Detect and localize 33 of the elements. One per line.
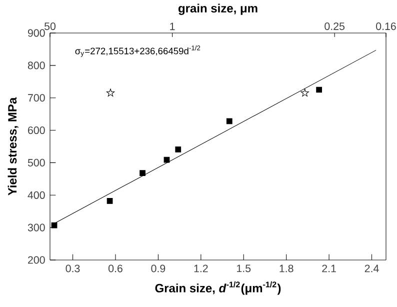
x-tick-label: 1.2 bbox=[194, 264, 208, 272]
y-tick-label: 400 bbox=[28, 191, 45, 199]
y-tick-label: 600 bbox=[28, 126, 45, 134]
point bbox=[106, 198, 113, 204]
y-axis-title: Yield stress, MPa bbox=[8, 97, 18, 196]
point bbox=[164, 156, 170, 163]
text: 50 bbox=[44, 22, 56, 30]
x-tick-label: 1.8 bbox=[280, 264, 294, 272]
text: 0.16 bbox=[376, 22, 396, 30]
y-tick-label: 500 bbox=[28, 158, 45, 166]
x-tick-label: 0.3 bbox=[66, 264, 80, 272]
text: 0.25 bbox=[324, 22, 345, 30]
point bbox=[300, 88, 309, 96]
point bbox=[226, 118, 232, 124]
text: 1 bbox=[170, 22, 175, 30]
point bbox=[140, 170, 146, 176]
point bbox=[316, 86, 322, 93]
y-tick-label: 700 bbox=[28, 94, 45, 102]
x-tick-label: 1.5 bbox=[237, 264, 251, 272]
point bbox=[51, 222, 58, 228]
x-tick-label: 0.9 bbox=[151, 264, 166, 272]
y-tick-label: 900 bbox=[28, 29, 45, 37]
x-tick-label: 2.1 bbox=[322, 264, 336, 272]
x2-axis-title: grain size, μm bbox=[178, 4, 258, 15]
y-tick-label: 300 bbox=[28, 224, 45, 232]
point bbox=[106, 88, 115, 96]
point bbox=[175, 146, 182, 152]
y-tick-label: 200 bbox=[28, 256, 45, 264]
x-tick-label: 2.4 bbox=[364, 264, 379, 272]
annotation: σ$_{y}$=272,15513+236,66459d$^{-1/2}$ bbox=[75, 45, 200, 57]
x-axis-title: Grain size, d$^{-1/2}$(μm$^{-1/2}$) bbox=[155, 281, 281, 295]
y-tick-label: 800 bbox=[28, 62, 45, 70]
x-tick-label: 0.6 bbox=[108, 264, 122, 272]
